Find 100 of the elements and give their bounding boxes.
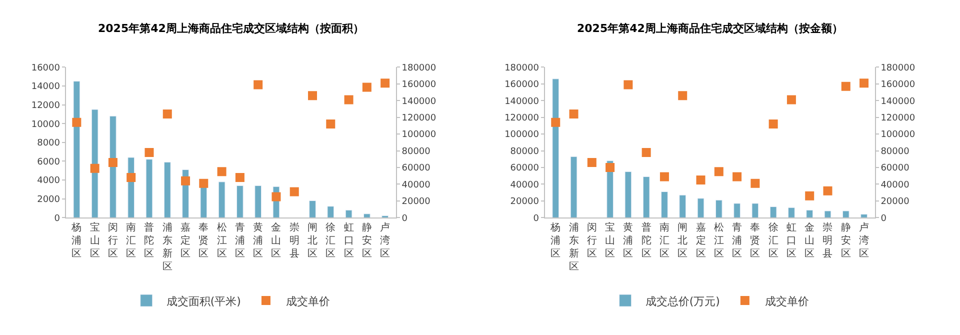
point <box>126 173 136 182</box>
bar <box>860 214 868 218</box>
point <box>199 178 208 188</box>
point <box>860 78 869 88</box>
bar <box>254 185 262 218</box>
y-tick-label: 4000 <box>37 176 60 186</box>
x-tick-label: 青浦区 <box>732 222 742 260</box>
point <box>362 82 372 92</box>
point <box>144 148 154 157</box>
y-tick-label: 8000 <box>37 138 60 149</box>
point <box>326 120 336 129</box>
x-tick-label: 南汇区 <box>126 222 136 260</box>
point <box>344 95 354 104</box>
x-tick-label: 嘉定区 <box>696 222 706 260</box>
y2-tick-label: 180000 <box>402 63 436 74</box>
legend-label: 成交单价 <box>764 294 809 308</box>
point <box>72 118 82 127</box>
bar <box>309 200 316 218</box>
point <box>678 91 688 100</box>
point <box>606 163 615 172</box>
bar <box>164 162 171 218</box>
y-tick-label: 6000 <box>37 157 60 168</box>
x-tick-label: 浦东新区 <box>568 222 579 273</box>
y-tick-label: 180000 <box>504 63 540 74</box>
point <box>551 118 560 127</box>
y-tick-label: 100000 <box>504 130 540 140</box>
point <box>308 91 318 100</box>
legend-label: 成交面积(平米) <box>166 294 241 308</box>
y-tick-label: 14000 <box>31 82 60 92</box>
bar <box>327 206 334 218</box>
bar <box>364 214 370 218</box>
x-tick-label: 虹口区 <box>786 222 796 260</box>
point <box>217 167 226 176</box>
point <box>786 95 796 104</box>
y-tick-label: 0 <box>533 214 540 224</box>
bar <box>624 171 632 218</box>
x-tick-label: 闵行区 <box>108 222 118 260</box>
x-tick-label: 崇明县 <box>289 222 300 260</box>
y-tick-label: 12000 <box>31 100 60 111</box>
point <box>642 148 651 157</box>
x-tick-label: 杨浦区 <box>550 222 561 260</box>
x-tick-label: 闵行区 <box>586 222 597 260</box>
x-tick-label: 徐汇区 <box>768 222 778 260</box>
y-tick-label: 20000 <box>510 197 540 208</box>
x-tick-label: 奉贤区 <box>750 222 760 260</box>
x-tick-label: 松江区 <box>216 222 227 260</box>
x-tick-label: 卢湾区 <box>380 222 390 260</box>
y2-tick-label: 0 <box>880 214 887 224</box>
x-tick-label: 普陀区 <box>641 222 652 260</box>
y2-tick-label: 80000 <box>880 146 910 157</box>
chart-title: 2025年第42周上海商品住宅成交区域结构（按面积） <box>98 22 364 35</box>
point <box>750 178 760 188</box>
point <box>805 191 814 200</box>
x-tick-label: 黄浦区 <box>623 222 634 260</box>
bar <box>697 198 704 218</box>
point <box>90 164 100 173</box>
chart-title: 2025年第42周上海商品住宅成交区域结构（按金额） <box>577 22 843 35</box>
x-tick-label: 静安区 <box>840 222 851 260</box>
bar <box>734 203 740 218</box>
bar <box>824 210 832 218</box>
point <box>162 110 172 119</box>
y2-tick-label: 20000 <box>880 197 910 208</box>
y2-tick-label: 140000 <box>402 96 436 107</box>
x-tick-label: 卢湾区 <box>859 222 870 260</box>
point <box>696 176 706 185</box>
point <box>181 176 190 186</box>
y2-tick-label: 0 <box>402 214 408 224</box>
point <box>569 110 578 119</box>
point <box>380 78 390 88</box>
bar <box>218 182 226 218</box>
x-tick-label: 嘉定区 <box>180 222 191 260</box>
y-tick-label: 10000 <box>31 120 60 130</box>
x-tick-label: 青浦区 <box>234 222 245 260</box>
y2-tick-label: 100000 <box>880 130 916 140</box>
bar <box>236 185 244 218</box>
y2-tick-label: 60000 <box>880 164 910 174</box>
y2-tick-label: 40000 <box>880 180 910 190</box>
point <box>290 187 299 196</box>
bar <box>806 210 814 218</box>
bar <box>770 206 777 218</box>
y2-tick-label: 100000 <box>402 130 436 140</box>
y-tick-label: 120000 <box>504 114 540 124</box>
y-tick-label: 0 <box>54 214 60 224</box>
x-tick-label: 宝山区 <box>90 222 100 260</box>
point <box>235 173 244 182</box>
bar <box>91 109 98 218</box>
y2-tick-label: 120000 <box>402 114 436 124</box>
bar <box>715 200 722 218</box>
point <box>841 82 850 91</box>
y2-tick-label: 120000 <box>880 114 916 124</box>
bar <box>642 176 650 218</box>
point <box>624 80 633 90</box>
bar <box>661 191 668 218</box>
bar <box>345 210 352 218</box>
bar <box>842 210 850 218</box>
point <box>272 192 281 202</box>
point <box>714 167 724 176</box>
y-tick-label: 140000 <box>504 96 540 107</box>
bar <box>752 203 759 218</box>
y-tick-label: 160000 <box>504 80 540 90</box>
